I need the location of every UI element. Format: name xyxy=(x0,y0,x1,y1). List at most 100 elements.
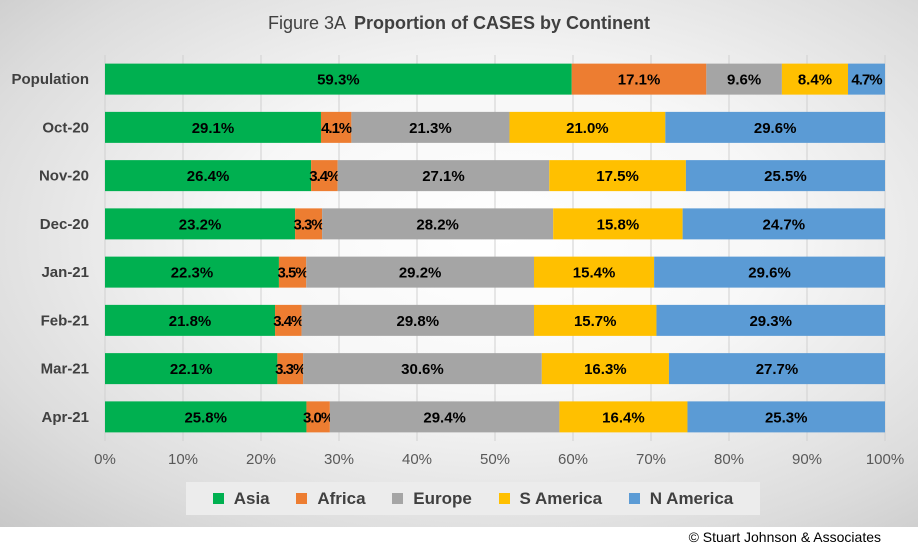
legend-item: N America xyxy=(628,488,734,509)
data-label: 29.3% xyxy=(749,313,792,330)
bar-segment xyxy=(295,208,323,240)
bar-segment xyxy=(105,160,312,192)
category-label: Nov-20 xyxy=(39,168,89,185)
data-label: 28.2% xyxy=(416,216,459,233)
data-label: 25.3% xyxy=(765,409,808,426)
data-label: 3.0% xyxy=(303,409,334,426)
legend-item: Africa xyxy=(296,489,366,509)
x-tick-label: 80% xyxy=(714,451,744,468)
data-label: 4.1% xyxy=(321,120,352,137)
data-label: 59.3% xyxy=(317,72,360,89)
bar-segment xyxy=(320,111,352,143)
data-label: 15.8% xyxy=(597,216,640,233)
bar-segment xyxy=(668,353,885,385)
x-tick-label: 50% xyxy=(480,451,510,468)
data-label: 3.5% xyxy=(277,265,308,282)
copyright-notice: © Stuart Johnson & Associates xyxy=(688,529,881,545)
bar-segment xyxy=(682,208,885,240)
data-label: 27.7% xyxy=(756,361,799,378)
data-label: 17.5% xyxy=(596,168,639,185)
legend-swatch xyxy=(498,493,510,504)
data-label: 26.4% xyxy=(187,168,230,185)
bar-segment xyxy=(654,256,885,288)
legend-item: Europe xyxy=(392,489,472,509)
bar-segment xyxy=(105,63,572,95)
bar-segment xyxy=(329,401,560,433)
bar-segment xyxy=(781,63,849,95)
bar-segment xyxy=(337,160,550,192)
legend-swatch xyxy=(212,493,224,504)
category-label: Population xyxy=(12,71,90,88)
legend-label: Europe xyxy=(413,488,472,508)
chart-title: Figure 3A Proportion of CASES by Continen… xyxy=(0,13,918,34)
data-label: 3.4% xyxy=(273,313,304,330)
data-label: 21.0% xyxy=(566,120,609,137)
legend: Asia Africa Europe S America N America xyxy=(186,482,760,515)
data-label: 27.1% xyxy=(422,168,465,185)
data-label: 25.8% xyxy=(184,409,227,426)
data-label: 24.7% xyxy=(763,216,806,233)
bar-segment xyxy=(553,208,683,240)
bar-segment xyxy=(706,63,782,95)
bar-segment xyxy=(322,208,554,240)
bar-segment xyxy=(534,256,655,288)
bar-segment xyxy=(656,304,885,336)
bar-segment xyxy=(275,304,302,336)
title-text: Proportion of CASES by Continent xyxy=(354,13,651,33)
data-label: 23.2% xyxy=(179,216,222,233)
category-label: Dec-20 xyxy=(40,216,89,233)
bar-segment xyxy=(303,353,542,385)
bar-segment xyxy=(685,160,885,192)
x-tick-label: 30% xyxy=(324,451,354,468)
bar-segment xyxy=(105,256,279,288)
stacked-bar-chart: 0% 10% 20% 30% 40% 50% 60% 70% 80% 90% 100% Populat… xyxy=(12,55,904,468)
data-label: 30.6% xyxy=(401,361,444,378)
x-tick-label: 10% xyxy=(168,451,198,468)
legend-label: S America xyxy=(519,488,603,508)
data-label: 15.4% xyxy=(573,265,616,282)
x-tick-label: 0% xyxy=(94,451,116,468)
data-label: 29.6% xyxy=(754,120,797,137)
data-label: 22.1% xyxy=(170,361,213,378)
bar-segment xyxy=(665,111,885,143)
bar-segment xyxy=(541,353,669,385)
data-label: 21.8% xyxy=(169,313,212,330)
x-tick-label: 20% xyxy=(246,451,276,468)
category-label: Jan-21 xyxy=(41,264,89,281)
data-label: 3.3% xyxy=(294,216,325,233)
x-tick-label: 70% xyxy=(636,451,666,468)
data-label: 4.7% xyxy=(851,72,882,89)
bar-segment xyxy=(105,304,276,336)
data-label: 29.6% xyxy=(748,265,791,282)
data-label: 3.3% xyxy=(275,361,306,378)
legend-label: N America xyxy=(649,488,734,508)
legend-item: S America xyxy=(498,488,603,509)
data-label: 17.1% xyxy=(618,72,661,89)
legend-swatch xyxy=(628,493,640,504)
x-tick-label: 100% xyxy=(866,451,904,468)
chart-area: Figure 3A Proportion of CASES by Continen… xyxy=(0,0,918,527)
data-label: 29.4% xyxy=(423,409,466,426)
legend-swatch xyxy=(392,493,404,504)
data-label: 21.3% xyxy=(409,120,452,137)
bar-segment xyxy=(277,353,304,385)
bar-segment xyxy=(848,63,885,95)
bar-segment xyxy=(571,63,707,95)
data-label: 16.3% xyxy=(584,361,627,378)
bar-segment xyxy=(105,401,307,433)
legend-item: Asia xyxy=(212,488,270,509)
bar-segment xyxy=(105,208,296,240)
category-label: Feb-21 xyxy=(41,312,89,329)
legend-label: Asia xyxy=(233,488,270,508)
data-label: 22.3% xyxy=(171,265,214,282)
bar-segment xyxy=(509,111,666,143)
bar-segment xyxy=(105,111,321,143)
data-label: 25.5% xyxy=(764,168,807,185)
bar-segment xyxy=(311,160,338,192)
figure-label: Figure 3A xyxy=(267,13,347,33)
data-label: 29.2% xyxy=(399,265,442,282)
category-label: Apr-21 xyxy=(41,409,89,426)
x-tick-label: 60% xyxy=(558,451,588,468)
bar-segment xyxy=(306,401,330,433)
bar-segment xyxy=(687,401,885,433)
